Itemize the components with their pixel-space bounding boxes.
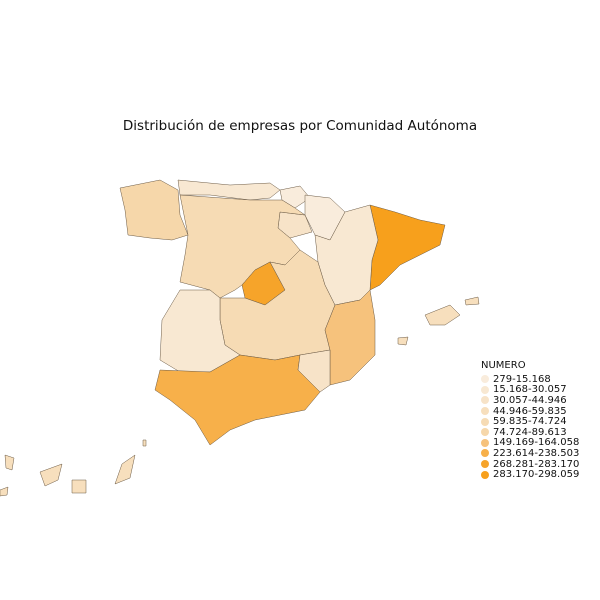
legend-swatch [481,385,489,394]
legend-swatch [481,407,489,416]
region-valencia [324,289,376,386]
legend-swatch [481,460,489,469]
legend-label: 74.724-89.613 [493,426,567,438]
legend-item: 223.614-238.503 [481,448,579,459]
region-canarias [4,454,15,471]
legend-item: 30.057-44.946 [481,395,579,406]
region-baleares [464,296,480,306]
legend-label: 149.169-164.058 [493,437,580,449]
region-andalucia [154,354,321,446]
legend-item: 149.169-164.058 [481,437,580,449]
legend-label: 283.170-298.059 [493,469,580,481]
legend-item: 44.946-59.835 [481,406,579,417]
legend-item: 59.835-74.724 [481,416,579,427]
legend-item: 15.168-30.057 [481,384,579,396]
legend-item: 283.170-298.059 [481,469,579,480]
region-canarias [39,463,63,487]
legend-label: 59.835-74.724 [493,416,567,428]
region-baleares [424,304,461,326]
region-galicia [119,179,189,241]
legend-item: 268.281-283.170 [481,459,579,470]
legend-item: 279-15.168 [481,374,579,385]
legend-label: 15.168-30.057 [493,384,567,396]
legend-swatch [481,470,489,479]
region-canarias [0,486,9,497]
legend-swatch [481,417,489,426]
legend: NUMERO 279-15.168 15.168-30.057 30.057-44.… [481,360,579,480]
region-pais-vasco [279,185,311,209]
legend-title: NUMERO [481,360,526,371]
legend-swatch [481,375,489,384]
legend-swatch [481,396,489,405]
region-catalunya [369,204,446,291]
legend-label: 279-15.168 [493,373,551,385]
region-canarias [114,454,136,485]
legend-label: 30.057-44.946 [493,394,567,406]
legend-swatch [481,438,489,447]
region-murcia [297,349,331,393]
region-asturias-cantabria [177,179,281,201]
region-baleares [397,336,409,346]
legend-label: 223.614-238.503 [493,447,580,459]
legend-label: 268.281-283.170 [493,458,580,470]
legend-label: 44.946-59.835 [493,405,567,417]
region-canarias [71,479,87,494]
map-title: Distribución de empresas por Comunidad A… [122,118,478,134]
region-canarias [142,439,147,447]
legend-swatch [481,449,489,458]
legend-swatch [481,428,489,437]
legend-item: 74.724-89.613 [481,427,579,438]
